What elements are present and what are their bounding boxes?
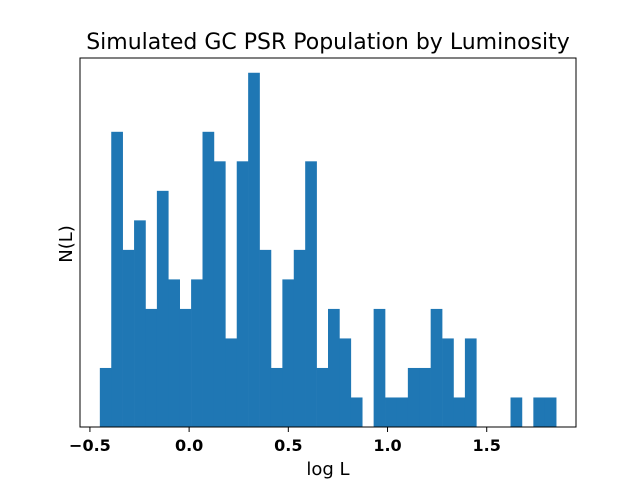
x-ticks-group: −0.5 0.0 0.5 1.0 1.5: [69, 427, 501, 455]
bars-group: [99, 72, 557, 428]
histogram-bar: [270, 367, 283, 427]
histogram-bar: [316, 367, 329, 427]
histogram-bar: [202, 131, 215, 428]
histogram-bar: [453, 397, 466, 427]
histogram-bar: [156, 190, 169, 427]
x-tick-label: −0.5: [69, 436, 111, 455]
histogram-bar: [544, 397, 557, 427]
histogram-bar: [430, 308, 443, 427]
histogram-bar: [99, 367, 112, 427]
histogram-bar: [168, 279, 180, 427]
histogram-bar: [464, 338, 477, 427]
histogram-bar: [248, 72, 260, 427]
x-tick-label: 0.0: [175, 436, 203, 455]
y-axis-label: N(L): [56, 225, 77, 263]
histogram-bar: [179, 308, 192, 427]
histogram-bar: [328, 308, 340, 427]
histogram-bar: [191, 279, 203, 427]
histogram-bar: [111, 131, 123, 428]
x-tick-label: 1.5: [473, 436, 501, 455]
histogram-bar: [122, 249, 135, 427]
histogram-bar: [134, 220, 146, 427]
x-tick-label: 1.0: [373, 436, 401, 455]
histogram-bar: [259, 249, 272, 427]
histogram-bar: [510, 397, 523, 427]
histogram-bar: [305, 161, 317, 427]
histogram-bar: [407, 367, 420, 427]
histogram-bar: [339, 338, 352, 427]
histogram-bar: [396, 397, 409, 427]
histogram-bar: [442, 338, 454, 427]
histogram-bar: [533, 397, 546, 427]
histogram-bar: [373, 308, 386, 427]
histogram-bar: [236, 161, 249, 427]
histogram-bar: [385, 397, 397, 427]
histogram-bar: [213, 161, 226, 427]
x-tick-label: 0.5: [274, 436, 302, 455]
histogram-bar: [293, 249, 306, 427]
histogram-bar: [145, 308, 158, 427]
plot-frame: [79, 57, 577, 428]
x-axis-label: log L: [306, 459, 349, 480]
chart-title: Simulated GC PSR Population by Luminosit…: [86, 30, 570, 55]
histogram-bar: [350, 397, 363, 427]
histogram-bar: [225, 338, 238, 427]
histogram-bar: [282, 279, 295, 427]
histogram-bar: [419, 367, 431, 427]
